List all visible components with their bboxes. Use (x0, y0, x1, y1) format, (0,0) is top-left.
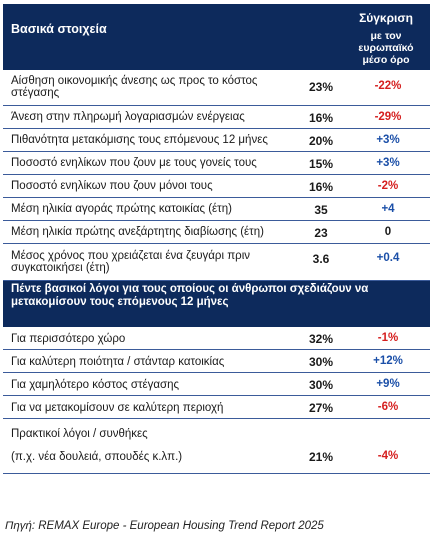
row-label: Ποσοστό ενηλίκων που ζουν μόνοι τους (11, 180, 213, 192)
compare-subheading: με τον ευρωπαϊκό μέσο όρο (358, 30, 414, 66)
row-compare: +12% (373, 355, 403, 367)
table-row: Πρακτικοί λόγοι / συνθήκες (π.χ. νέα δου… (3, 419, 430, 474)
row-compare: +4 (381, 203, 395, 215)
row-compare: -4% (377, 450, 399, 462)
row-label: Για περισσότερο χώρο (11, 333, 126, 345)
row-label: Για καλύτερη ποιότητα / στάνταρ κατοικία… (11, 356, 225, 368)
row-value: 3.6 (312, 252, 330, 266)
table-row: Μέση ηλικία πρώτης ανεξάρτητης διαβίωσης… (3, 221, 430, 244)
row-compare: -29% (374, 111, 402, 123)
table-row: Μέση ηλικία αγοράς πρώτης κατοικίας (έτη… (3, 198, 430, 221)
table-row: Για χαμηλότερο κόστος στέγασης 30% +9% (3, 373, 430, 396)
row-label: Άνεση στην πληρωμή λογαριασμών ενέργειας (11, 111, 245, 123)
row-compare: -1% (377, 332, 399, 344)
row-compare: +3% (376, 134, 400, 146)
row-label: Μέση ηλικία πρώτης ανεξάρτητης διαβίωσης… (11, 226, 264, 238)
table-row: Πιθανότητα μετακόμισης τους επόμενους 12… (3, 129, 430, 152)
key-stats: Αίσθηση οικονομικής άνεσης ως προς το κό… (3, 70, 430, 281)
row-label: Για να μετακομίσουν σε καλύτερη περιοχή (11, 402, 224, 414)
row-compare: -6% (377, 401, 399, 413)
table-row: Για να μετακομίσουν σε καλύτερη περιοχή … (3, 396, 430, 419)
source-note: Πηγή: REMAX Europe - European Housing Tr… (5, 520, 324, 532)
table-header: Βασικά στοιχεία Σύγκριση με τον ευρωπαϊκ… (3, 4, 430, 70)
table-title: Βασικά στοιχεία (11, 22, 107, 36)
row-compare: -22% (374, 80, 402, 92)
row-value: 30% (308, 378, 334, 392)
table-row: Άνεση στην πληρωμή λογαριασμών ενέργειας… (3, 106, 430, 129)
row-label: Πρακτικοί λόγοι / συνθήκες (11, 428, 148, 440)
row-label: Πιθανότητα μετακόμισης τους επόμενους 12… (11, 134, 268, 146)
row-value: 32% (308, 332, 334, 346)
table-row: Για περισσότερο χώρο 32% -1% (3, 327, 430, 350)
reasons-title: Πέντε βασικοί λόγοι για τους οποίους οι … (11, 283, 369, 308)
table-row: Ποσοστό ενηλίκων που ζουν με τους γονείς… (3, 152, 430, 175)
table-row: Ποσοστό ενηλίκων που ζουν μόνοι τους 16%… (3, 175, 430, 198)
row-label: Μέσος χρόνος που χρειάζεται ένα ζευγάρι … (11, 250, 251, 274)
row-value: 27% (308, 401, 334, 415)
reasons-list: Για περισσότερο χώρο 32% -1% Για καλύτερ… (3, 327, 430, 474)
row-compare: 0 (384, 226, 392, 238)
row-label: Μέση ηλικία αγοράς πρώτης κατοικίας (έτη… (11, 203, 232, 215)
row-label: Ποσοστό ενηλίκων που ζουν με τους γονείς… (11, 157, 257, 169)
row-value: 20% (308, 134, 334, 148)
reasons-header: Πέντε βασικοί λόγοι για τους οποίους οι … (3, 281, 430, 327)
row-label-example: (π.χ. νέα δουλειά, σπουδές κ.λπ.) (11, 451, 183, 463)
row-value: 30% (308, 355, 334, 369)
row-compare: +9% (376, 378, 400, 390)
row-compare: -2% (377, 180, 399, 192)
compare-heading: Σύγκριση (359, 11, 413, 25)
row-value: 16% (308, 111, 334, 125)
housing-table: Βασικά στοιχεία Σύγκριση με τον ευρωπαϊκ… (3, 4, 430, 474)
table-row: Μέσος χρόνος που χρειάζεται ένα ζευγάρι … (3, 244, 430, 281)
row-label: Αίσθηση οικονομικής άνεσης ως προς το κό… (11, 75, 258, 99)
row-compare: +0.4 (376, 252, 400, 264)
table-row: Αίσθηση οικονομικής άνεσης ως προς το κό… (3, 70, 430, 106)
row-value: 15% (308, 157, 334, 171)
table-row: Για καλύτερη ποιότητα / στάνταρ κατοικία… (3, 350, 430, 373)
row-value: 21% (308, 450, 334, 464)
row-value: 16% (308, 180, 334, 194)
row-label: Για χαμηλότερο κόστος στέγασης (11, 379, 180, 391)
row-value: 35 (314, 203, 328, 217)
row-value: 23 (314, 226, 328, 240)
row-compare: +3% (376, 157, 400, 169)
row-value: 23% (308, 80, 334, 94)
